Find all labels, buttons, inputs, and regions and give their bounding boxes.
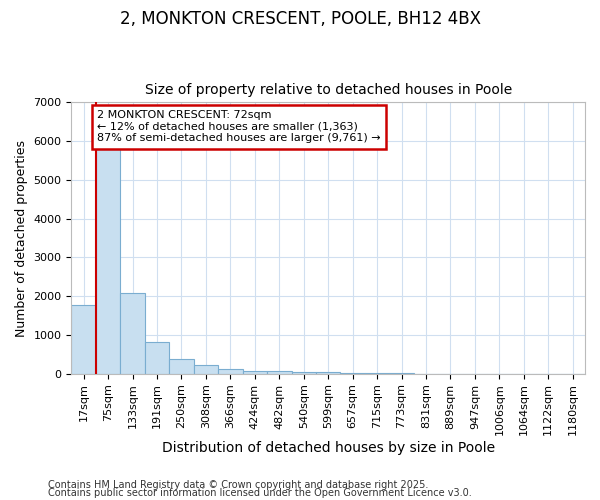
Bar	[292, 372, 316, 374]
Bar	[71, 304, 96, 374]
Text: Contains HM Land Registry data © Crown copyright and database right 2025.: Contains HM Land Registry data © Crown c…	[48, 480, 428, 490]
Text: 2 MONKTON CRESCENT: 72sqm
← 12% of detached houses are smaller (1,363)
87% of se: 2 MONKTON CRESCENT: 72sqm ← 12% of detac…	[97, 110, 381, 144]
Bar	[194, 365, 218, 374]
Bar	[365, 373, 389, 374]
X-axis label: Distribution of detached houses by size in Poole: Distribution of detached houses by size …	[161, 441, 495, 455]
Bar	[242, 370, 267, 374]
Bar	[121, 293, 145, 374]
Y-axis label: Number of detached properties: Number of detached properties	[15, 140, 28, 336]
Text: Contains public sector information licensed under the Open Government Licence v3: Contains public sector information licen…	[48, 488, 472, 498]
Bar	[145, 342, 169, 374]
Bar	[316, 372, 340, 374]
Bar	[267, 372, 292, 374]
Bar	[96, 149, 121, 374]
Bar	[169, 360, 194, 374]
Text: 2, MONKTON CRESCENT, POOLE, BH12 4BX: 2, MONKTON CRESCENT, POOLE, BH12 4BX	[119, 10, 481, 28]
Title: Size of property relative to detached houses in Poole: Size of property relative to detached ho…	[145, 83, 512, 97]
Bar	[340, 372, 365, 374]
Bar	[218, 368, 242, 374]
